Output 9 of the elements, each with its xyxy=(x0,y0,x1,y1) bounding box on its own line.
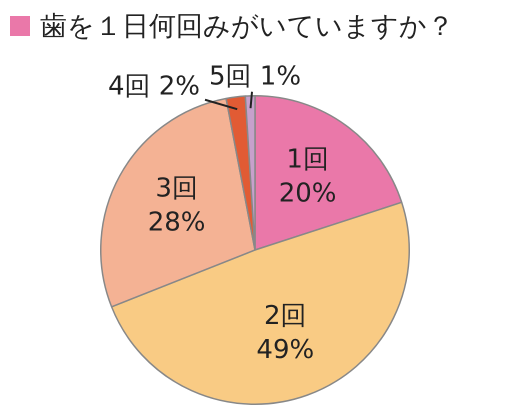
slice-label: 4回 2% xyxy=(108,72,200,102)
data-label: 49% xyxy=(256,334,314,365)
chart-title: 歯を１日何回みがいていますか？ xyxy=(40,10,454,44)
slice-label: 1回 xyxy=(286,144,329,174)
slice-label: 2回 xyxy=(264,300,307,331)
slice-label: 3回 xyxy=(155,174,198,204)
slice-label: 5回 1% xyxy=(208,62,302,92)
data-label: 28% xyxy=(148,208,206,238)
data-label: 20% xyxy=(278,178,336,208)
